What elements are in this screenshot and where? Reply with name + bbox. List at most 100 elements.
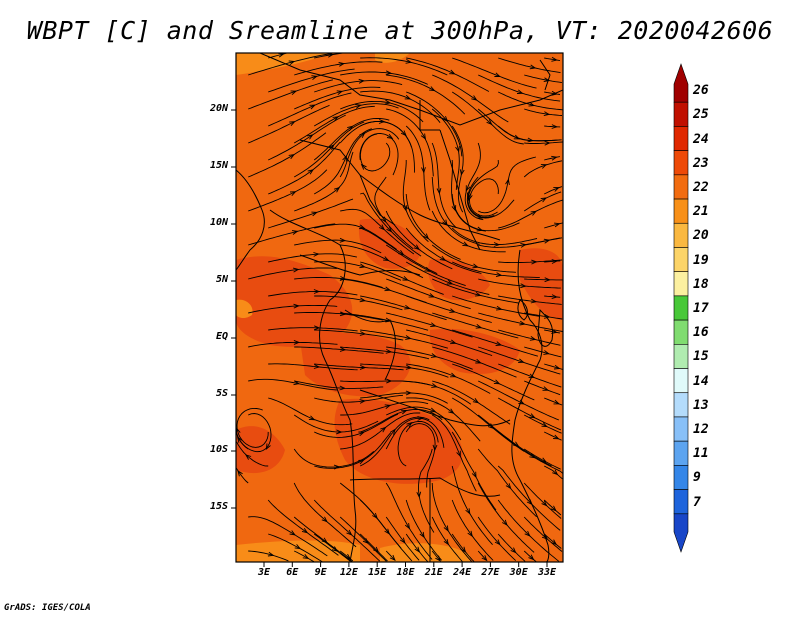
streamline [340,208,415,255]
streamline [497,431,563,474]
streamline [386,74,466,115]
colorbar-label: 19 [693,252,709,268]
streamline-arrow [416,491,422,499]
streamline [497,125,562,142]
colorbar-segment [673,222,689,248]
colorbar-label: 26 [693,83,709,99]
streamline-arrow [526,499,533,506]
streamline [385,210,453,270]
streamline-arrow [513,134,521,140]
streamline-arrow [550,539,558,546]
cool-region [236,540,360,562]
colorbar-label: 15 [693,349,709,365]
streamline-arrow [540,164,548,169]
streamline-arrow [552,469,559,476]
streamline [340,401,429,416]
streamline [543,533,562,549]
warm-region [429,328,520,374]
streamline [314,261,402,281]
streamline-arrow [383,256,390,262]
streamline [523,191,562,212]
streamline [478,156,537,214]
streamline-arrow [333,186,341,193]
streamline-arrow [553,434,560,440]
streamline-arrow [528,101,536,107]
streamline-arrow [553,364,561,370]
streamline-arrow [405,390,413,396]
streamline [268,198,354,229]
streamline-arrow [471,95,478,101]
streamline [432,312,519,339]
streamline [498,363,562,388]
streamline-arrow [505,483,512,490]
streamline [294,346,384,354]
streamline [402,160,429,243]
streamline [360,295,447,321]
streamline [498,91,563,111]
streamline [477,516,517,561]
streamline [418,448,435,533]
streamline-arrow [424,266,431,272]
streamline [397,420,439,467]
streamline [248,132,327,178]
streamline-arrow [531,259,538,265]
streamline [360,408,443,433]
streamline-arrow [384,99,392,105]
streamline-arrow [459,169,465,176]
colorbar-segment [673,295,689,321]
streamline-arrow [553,399,561,405]
streamline [451,125,464,213]
streamline [340,100,424,123]
streamline-arrow [449,69,456,75]
streamline-arrow [390,428,396,435]
streamline [498,295,562,305]
grads-credit: GrADS: IGES/COLA [4,603,91,613]
streamline [431,550,441,562]
streamline-arrow [389,554,396,561]
streamline [360,392,448,404]
streamline-arrow [386,133,394,140]
streamline-arrow [455,146,460,153]
streamline-arrow [380,216,387,223]
streamline [405,125,431,211]
streamline-arrow [342,154,347,162]
streamline-arrow [313,289,321,294]
colorbar-label: 9 [693,470,701,486]
streamline-arrow [307,134,314,140]
streamline [360,90,441,123]
streamline-arrow [321,537,328,544]
streamline-arrow [402,275,409,281]
lat-label: 15N [209,160,228,171]
streamline-arrow [495,341,503,346]
streamline-arrow [443,525,449,532]
streamline-arrow [543,111,551,117]
streamline-arrow [328,144,335,151]
border-line [269,209,357,562]
streamline [524,278,563,281]
streamline [386,312,473,338]
streamline [314,394,404,403]
streamline-arrow [289,530,296,536]
streamline-arrow [520,283,527,289]
lon-label: 18E [396,567,415,578]
streamline-arrow [423,233,430,240]
streamline [478,312,563,332]
border-line [299,254,421,276]
streamline [236,407,269,448]
streamline [314,223,397,250]
streamline [451,499,494,561]
streamline-arrow [294,544,302,550]
streamline-arrow [487,423,495,429]
streamline [466,176,515,219]
streamline-arrow [475,324,483,329]
streamline [451,227,538,246]
colorbar-label: 12 [693,422,709,438]
streamline-arrow [527,137,534,143]
warm-region [236,426,285,474]
streamline-arrow [404,523,411,530]
streamline [406,363,491,394]
streamline-arrow [378,119,386,124]
border-line [511,249,550,562]
border-line [236,169,265,271]
streamline-arrow [339,311,347,317]
